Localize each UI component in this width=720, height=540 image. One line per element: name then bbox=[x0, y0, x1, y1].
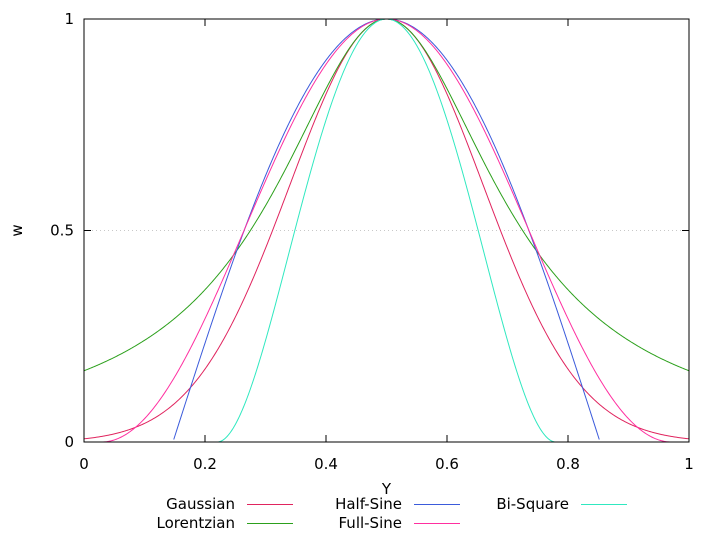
legend-label: Gaussian bbox=[166, 495, 235, 513]
legend-swatch bbox=[414, 523, 460, 524]
legend-item-lorentzian: Lorentzian bbox=[0, 514, 293, 532]
x-tick-label: 0.8 bbox=[556, 455, 580, 473]
x-tick-label: 0.6 bbox=[435, 455, 459, 473]
legend-label: Bi-Square bbox=[496, 495, 569, 513]
plot-frame bbox=[83, 18, 690, 443]
y-tick-label: 0 bbox=[64, 433, 74, 451]
legend-swatch bbox=[247, 504, 293, 505]
legend-swatch bbox=[414, 504, 460, 505]
y-tick-label: 0.5 bbox=[50, 222, 74, 240]
x-tick-label: 0 bbox=[79, 455, 89, 473]
y-axis-label: w bbox=[8, 224, 26, 236]
legend-label: Full-Sine bbox=[338, 514, 403, 532]
x-tick-label: 0.2 bbox=[193, 455, 217, 473]
series-line-full-sine bbox=[102, 18, 671, 443]
legend-label: Half-Sine bbox=[335, 495, 402, 513]
y-tick-label: 1 bbox=[64, 10, 74, 28]
legend-swatch bbox=[247, 523, 293, 524]
x-tick-label: 1 bbox=[684, 455, 694, 473]
legend-item-full-sine: Full-Sine bbox=[0, 514, 460, 532]
legend-item-gaussian: Gaussian bbox=[0, 495, 293, 513]
legend-item-bi-square: Bi-Square bbox=[0, 495, 627, 513]
series-line-half-sine bbox=[173, 18, 600, 440]
x-axis-label: Y bbox=[381, 480, 392, 498]
series-line-lorentzian bbox=[83, 18, 690, 372]
x-tick-label: 0.4 bbox=[314, 455, 338, 473]
legend-item-half-sine: Half-Sine bbox=[0, 495, 460, 513]
series-line-bi-square bbox=[217, 18, 556, 443]
legend-swatch bbox=[581, 504, 627, 505]
legend-label: Lorentzian bbox=[156, 514, 235, 532]
